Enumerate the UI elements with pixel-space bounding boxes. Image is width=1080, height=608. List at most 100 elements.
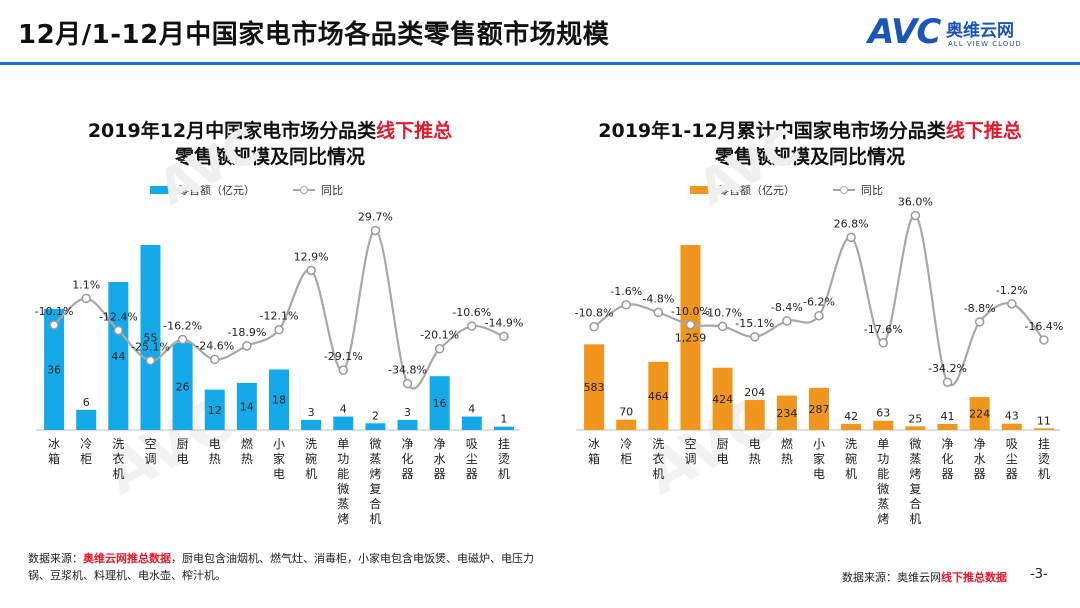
left-bar-label-6: 14 <box>240 400 254 413</box>
left-category-label-5: 电热 <box>209 437 221 466</box>
right-bar-6 <box>776 395 797 430</box>
left-yoy-line <box>53 229 505 390</box>
right-category-label-3: 空调 <box>684 437 696 466</box>
right-yoy-point-7 <box>814 310 824 321</box>
left-yoy-point-10 <box>370 225 381 236</box>
left-yoy-label-6: -18.9% <box>227 326 266 339</box>
right-bar-label-1: 70 <box>619 406 633 419</box>
right-bar-label-5: 204 <box>744 386 765 399</box>
right-bar-label-13: 43 <box>1005 410 1019 423</box>
left-yoy-point-7 <box>274 324 284 335</box>
right-yoy-label-9: -17.6% <box>864 323 903 336</box>
right-category-label-11: 净化器 <box>942 437 954 481</box>
right-category-label-4: 厨电 <box>717 437 729 466</box>
right-yoy-label-2: -4.8% <box>642 292 674 305</box>
legend-left-bar-label: 零售额（亿元） <box>178 184 255 197</box>
legend-left-line-label: 同比 <box>321 184 343 197</box>
left-bar-label-3: 55 <box>143 332 157 345</box>
footnote-prefix: 数据来源： <box>28 552 83 565</box>
right-yoy-point-3 <box>685 320 696 330</box>
left-bar-label-2: 44 <box>111 350 125 363</box>
left-bar-label-1: 6 <box>83 396 90 409</box>
right-bar-14 <box>1033 428 1054 430</box>
left-yoy-label-4: -16.2% <box>163 319 202 332</box>
left-yoy-label-11: -34.8% <box>388 364 427 377</box>
chart-title-left-highlight: 线下推总 <box>376 120 453 142</box>
legend-left-line-swatch <box>293 185 315 195</box>
left-category-label-13: 吸尘器 <box>466 437 478 481</box>
right-yoy-label-6: -8.4% <box>771 301 803 314</box>
legend-left: 零售额（亿元） 同比 <box>150 182 343 198</box>
left-yoy-label-7: -12.1% <box>260 310 299 323</box>
right-category-label-1: 冷柜 <box>620 437 632 466</box>
right-yoy-label-13: -1.2% <box>996 284 1028 297</box>
left-bar-4 <box>172 342 193 430</box>
left-bar-label-12: 16 <box>433 397 447 410</box>
right-bar-13 <box>1001 423 1022 430</box>
legend-right-bar-swatch <box>690 186 712 194</box>
right-bar-label-14: 11 <box>1037 414 1051 427</box>
left-yoy-point-1 <box>81 293 91 304</box>
right-yoy-label-4: -10.7% <box>703 306 742 319</box>
chart-title-right-highlight: 线下推总 <box>945 120 1022 142</box>
right-category-label-7: 小家电 <box>813 437 825 481</box>
right-bar-label-3: 1,259 <box>675 332 707 345</box>
left-bar-label-9: 4 <box>340 403 347 416</box>
footnote-highlight: 奥维云网推总数据 <box>83 552 171 565</box>
logo-cn: 奥维云网 <box>946 21 1014 41</box>
left-yoy-label-10: 29.7% <box>358 210 393 223</box>
left-bar-label-13: 4 <box>468 403 475 416</box>
right-yoy-label-3: -10.0% <box>671 305 710 318</box>
left-bar-label-0: 36 <box>47 363 61 376</box>
right-bar-label-0: 583 <box>584 381 605 394</box>
chart-title-right: 2019年1-12月累计中国家电市场分品类线下推总 零售额规模及同比情况 <box>540 118 1080 170</box>
right-yoy-point-4 <box>717 321 728 332</box>
left-category-label-14: 挂烫机 <box>498 437 510 481</box>
left-category-label-10: 微蒸烤复合机 <box>369 437 381 526</box>
right-yoy-point-13 <box>1007 299 1017 309</box>
left-category-label-7: 小家电 <box>273 437 285 481</box>
source-right: 数据来源：奥维云网线下推总数据 <box>842 569 1007 585</box>
right-yoy-point-2 <box>653 307 664 318</box>
left-yoy-point-9 <box>338 365 349 375</box>
right-bar-label-7: 287 <box>809 403 830 416</box>
right-bar-2 <box>648 361 669 430</box>
right-bar-11 <box>937 423 958 430</box>
right-bar-label-2: 464 <box>648 390 669 403</box>
right-yoy-label-1: -1.6% <box>610 285 642 298</box>
right-category-label-8: 洗碗机 <box>845 437 857 481</box>
left-yoy-label-0: -10.1% <box>35 305 74 318</box>
left-bar-10 <box>365 423 386 430</box>
right-yoy-point-5 <box>749 332 760 342</box>
left-bar-5 <box>204 389 225 430</box>
left-yoy-point-12 <box>434 343 445 354</box>
left-watermark-1: AVC <box>149 117 269 216</box>
footnote: 数据来源：奥维云网推总数据，厨电包含油烟机、燃气灶、消毒柜，小家电包含电饭煲、电… <box>28 550 548 584</box>
left-yoy-label-12: -20.1% <box>420 329 459 342</box>
right-yoy-point-0 <box>589 321 599 332</box>
right-yoy-point-1 <box>621 300 631 310</box>
right-category-label-6: 燃热 <box>781 436 793 466</box>
left-yoy-point-3 <box>145 355 156 366</box>
left-category-label-2: 洗衣机 <box>112 437 124 481</box>
left-category-label-8: 洗碗机 <box>305 437 317 481</box>
chart-title-left-main: 2019年12月中国家电市场分品类 <box>87 120 377 142</box>
legend-right-line-label: 同比 <box>861 184 883 197</box>
left-bar-12 <box>429 376 450 430</box>
logo-text: AVC <box>868 12 941 52</box>
right-yoy-point-6 <box>782 316 792 326</box>
right-bar-label-11: 41 <box>941 410 955 423</box>
title-rule <box>0 62 1080 65</box>
right-category-label-12: 净水器 <box>974 437 986 481</box>
left-yoy-point-11 <box>402 378 413 389</box>
left-yoy-point-0 <box>49 320 59 330</box>
left-bar-1 <box>76 409 97 430</box>
right-bar-12 <box>969 397 990 430</box>
source-right-highlight: 线下推总数据 <box>941 571 1007 584</box>
right-bar-label-8: 42 <box>844 410 858 423</box>
left-bar-9 <box>333 416 354 430</box>
left-yoy-label-1: 1.1% <box>72 278 100 291</box>
right-bar-7 <box>809 387 829 430</box>
left-yoy-point-8 <box>306 265 316 276</box>
